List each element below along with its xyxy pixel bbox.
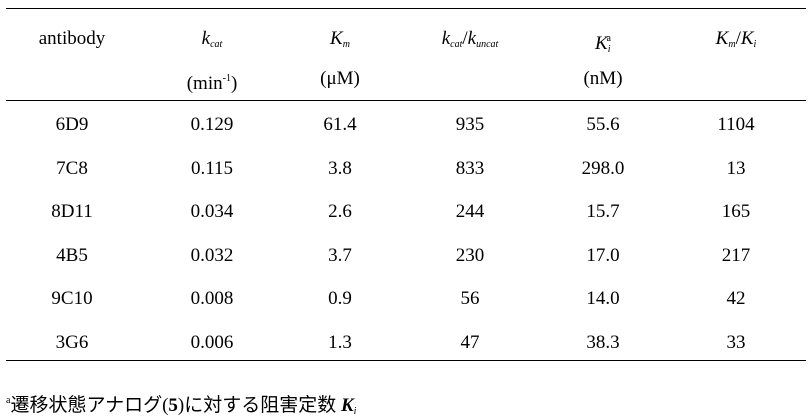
table-cell: 0.008 [190,288,234,309]
header-cell: antibody [39,28,106,50]
footnote: a遷移状態アナログ(5)に対する阻害定数 Ki [6,390,356,417]
table-cell: 14.0 [586,288,620,309]
table-cell: 47 [460,331,480,353]
subscript: m [342,39,350,50]
symbol: k [467,28,477,49]
symbol: K [340,395,354,416]
table-cell: 0.032 [190,244,234,266]
subscript: m [728,39,736,50]
table-cell: 13 [726,157,746,179]
unit: (min [186,73,223,94]
unit-cell: (μM) [320,68,360,90]
table-cell: 33 [726,331,746,353]
subscript: uncat [476,39,499,50]
footnote-mark: a [606,33,611,44]
table-cell: 55.6 [586,114,620,135]
header-cell: Km [330,28,350,56]
subscript: cat [450,39,463,50]
unit: ) [230,73,238,94]
unit-cell: (nM) [583,68,622,90]
header-cell: kcat [202,28,223,56]
antibody-name: 6D9 [55,114,89,135]
subscript: i [607,44,611,55]
table-cell: 244 [455,201,485,222]
table-cell: 0.115 [190,157,234,179]
header-cell: Km/Ki [716,28,757,56]
table-cell: 833 [455,157,485,179]
symbol: k [201,28,211,49]
table-cell: 217 [721,244,751,266]
symbol: k [441,28,451,49]
footnote-mark: a [6,395,11,406]
table-cell: 17.0 [586,244,620,266]
antibody-name: 3G6 [55,331,89,353]
symbol: K [330,28,343,49]
table-cell: 3.8 [328,157,352,179]
table-cell: 2.6 [328,201,352,222]
footnote-text: 遷移状態アナログ( [10,395,169,416]
header-rule [6,100,806,101]
header-cell: Kia [595,28,611,61]
table-cell: 42 [726,288,746,309]
bottom-rule [6,360,806,361]
subscript: cat [210,39,223,50]
table-cell: 0.9 [328,288,352,309]
slash: / [462,28,468,49]
compound-number: 5 [168,395,178,416]
subscript: i [753,39,757,50]
symbol: K [715,28,729,49]
superscript: -1 [222,73,231,84]
footnote-text: )に対する阻害定数 [177,395,341,416]
antibody-name: 7C8 [56,157,88,179]
table-cell: 3.7 [328,244,352,266]
symbol: K [595,33,608,54]
table-cell: 0.129 [190,114,234,135]
header-cell: kcat/kuncat [442,28,499,56]
table-cell: 38.3 [586,331,620,353]
antibody-name: 4B5 [56,244,88,266]
subscript: i [353,406,357,417]
antibody-name: 9C10 [51,288,93,309]
symbol: K [740,28,754,49]
unit-cell: (min-1) [187,68,238,95]
table-cell: 0.006 [190,331,234,353]
unit: (nM) [583,68,623,89]
slash: / [735,28,741,49]
unit: (μM) [320,68,360,89]
table-cell: 0.034 [190,201,234,222]
table-cell: 1.3 [328,331,352,353]
top-rule [6,8,806,9]
table-cell: 56 [460,288,480,309]
table-cell: 298.0 [581,157,625,179]
antibody-name: 8D11 [51,201,93,222]
table-cell: 61.4 [323,114,357,135]
header-text: antibody [38,28,106,49]
table-cell: 165 [721,201,751,222]
table-cell: 1104 [717,114,755,135]
table-cell: 230 [455,244,485,266]
table-cell: 15.7 [586,201,620,222]
table-cell: 935 [455,114,485,135]
